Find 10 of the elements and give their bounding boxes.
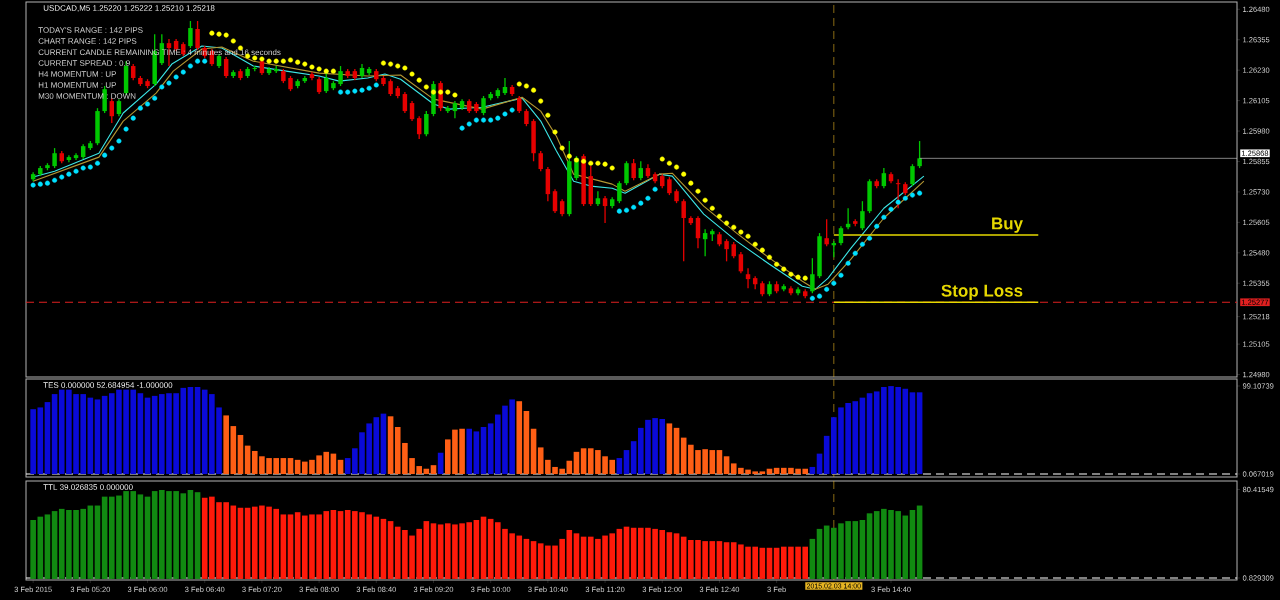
chart-title: USDCAD,M5 1.25220 1.25222 1.25210 1.25218: [43, 5, 215, 12]
annotation: CURRENT SPREAD : 0.9: [38, 60, 130, 66]
chart-title: TES 0.000000 52.684954 -1.000000: [43, 382, 173, 388]
annotation: H4 MOMENTUM : UP: [38, 71, 116, 77]
series-label: Stop Loss: [941, 284, 1023, 301]
annotation: H1 MOMENTUM : UP: [38, 82, 116, 88]
series-label: Buy: [992, 217, 1023, 233]
chart-title: TTL 39.026835 0.000000: [43, 484, 133, 490]
annotation: TODAY'S RANGE : 142 PIPS: [38, 27, 143, 33]
annotation: CHART RANGE : 142 PIPS: [38, 38, 137, 44]
